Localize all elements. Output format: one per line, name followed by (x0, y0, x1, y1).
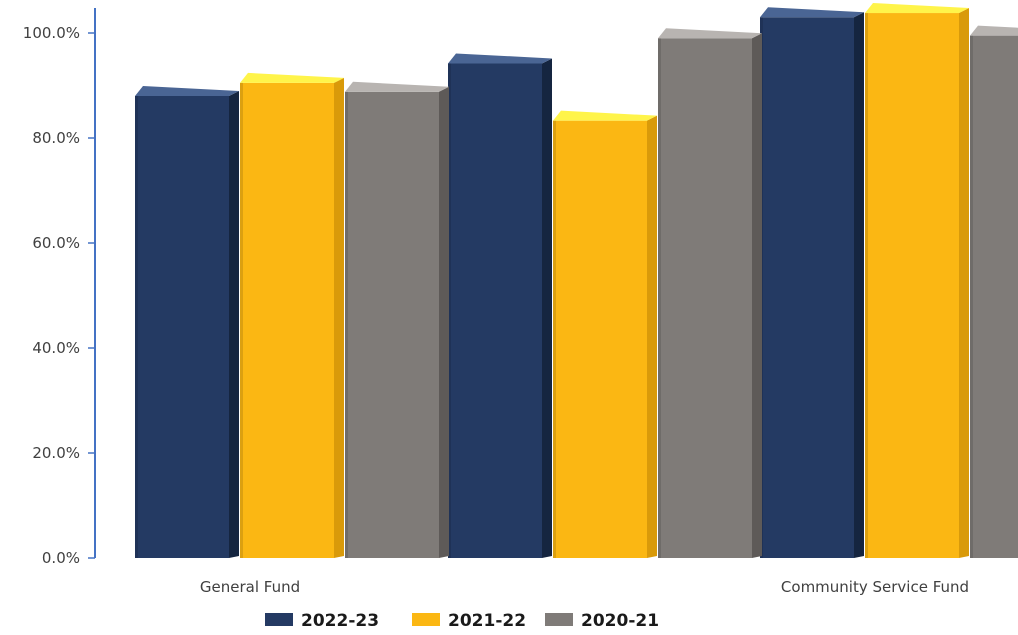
legend-swatch (265, 613, 293, 626)
bar-front (448, 63, 542, 558)
y-tick-label: 20.0% (32, 444, 80, 462)
category-label: General Fund (200, 578, 300, 596)
legend-label: 2020-21 (581, 611, 659, 631)
bar-2020-21-2 (970, 25, 1018, 558)
x-axis-labels: General Fund Community Service Fund (200, 578, 969, 596)
bar-front (970, 35, 1018, 558)
bar-2022-23-0 (135, 86, 239, 558)
bar-side (854, 12, 864, 558)
bar-side (542, 58, 552, 558)
bar-side (439, 86, 449, 559)
legend-label: 2022-23 (301, 611, 379, 631)
bar-top (760, 7, 864, 18)
legend-label: 2021-22 (448, 611, 526, 631)
bar-2021-22-0 (240, 72, 344, 558)
y-tick-label: 40.0% (32, 339, 80, 357)
bar-edge-shade (658, 38, 661, 558)
legend-swatch (412, 613, 440, 626)
legend: 2022-23 2021-22 2020-21 (265, 611, 659, 631)
y-tick-label: 100.0% (23, 24, 80, 42)
bar-2020-21-1 (658, 28, 762, 558)
bars-layer (135, 3, 1018, 559)
bar-2022-23-1 (448, 53, 552, 558)
bar-edge-shade (345, 91, 348, 559)
bar-top (448, 53, 552, 64)
bar-top (658, 28, 762, 39)
bar-2021-22-1 (553, 110, 657, 559)
bar-top (135, 86, 239, 96)
bar-front (658, 38, 752, 558)
bar-side (752, 33, 762, 558)
bar-front (760, 17, 854, 558)
y-tick-label: 0.0% (42, 549, 80, 567)
bar-top (345, 81, 449, 92)
bar-edge-shade (240, 82, 243, 558)
bar-side (959, 8, 969, 559)
bar-edge-shade (135, 96, 138, 558)
bar-top (865, 3, 969, 14)
bar-2021-22-2 (865, 3, 969, 559)
bar-edge-shade (970, 35, 973, 558)
bar-top (970, 25, 1018, 36)
bar-top (553, 110, 657, 121)
bar-top (240, 72, 344, 83)
bar-edge-shade (553, 120, 556, 559)
bar-2020-21-0 (345, 81, 449, 559)
legend-swatch (545, 613, 573, 626)
bar-edge-shade (448, 63, 451, 558)
bar-front (553, 120, 647, 559)
bar-front (345, 91, 439, 559)
y-tick-label: 80.0% (32, 129, 80, 147)
bar-front (240, 82, 334, 558)
bar-side (229, 91, 239, 558)
bar-front (135, 96, 229, 558)
bar-edge-shade (865, 13, 868, 559)
bar-front (865, 13, 959, 559)
bar-side (647, 115, 657, 559)
bar-2022-23-2 (760, 7, 864, 558)
category-label: Community Service Fund (781, 578, 969, 596)
bar-side (334, 77, 344, 558)
y-axis-ticks: 0.0% 20.0% 40.0% 60.0% 80.0% 100.0% (23, 24, 95, 567)
y-tick-label: 60.0% (32, 234, 80, 252)
